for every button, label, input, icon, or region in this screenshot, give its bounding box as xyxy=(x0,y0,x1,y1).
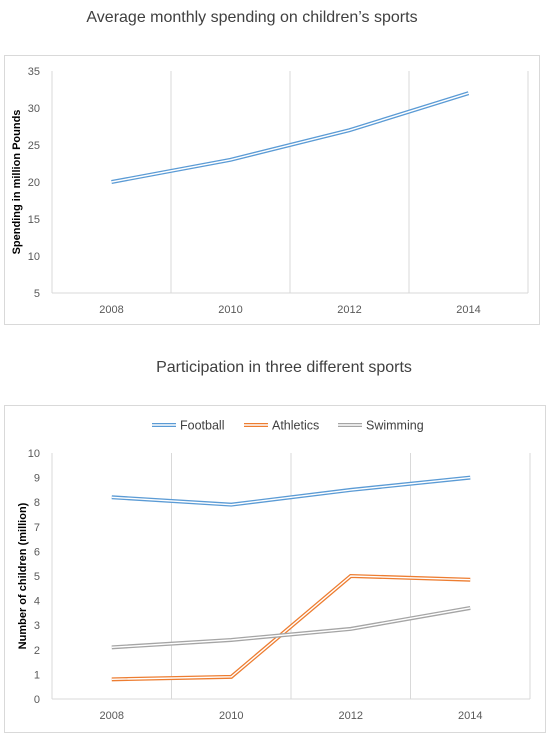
spending-y-tick-label: 15 xyxy=(28,214,40,226)
spending-chart-title: Average monthly spending on children’s s… xyxy=(86,9,418,26)
spending-x-tick-label: 2012 xyxy=(337,304,361,316)
participation-y-tick-label: 2 xyxy=(34,645,40,657)
spending-series-line-core xyxy=(111,92,469,183)
spending-y-tick-label: 35 xyxy=(28,66,40,78)
participation-y-tick-label: 9 xyxy=(34,473,40,485)
spending-x-tick-label: 2008 xyxy=(99,304,123,316)
participation-y-tick-label: 8 xyxy=(34,497,40,509)
spending-y-tick-label: 10 xyxy=(28,251,40,263)
legend-label-swimming: Swimming xyxy=(366,419,424,433)
participation-chart-title: Participation in three different sports xyxy=(156,359,412,376)
participation-y-tick-label: 0 xyxy=(34,694,40,706)
participation-series-swimming-core xyxy=(111,607,471,649)
participation-y-tick-label: 10 xyxy=(28,448,40,460)
participation-y-tick-label: 6 xyxy=(34,546,40,558)
spending-x-tick-label: 2010 xyxy=(218,304,242,316)
participation-y-tick-label: 3 xyxy=(34,620,40,632)
participation-x-tick-label: 2014 xyxy=(458,710,482,722)
participation-x-tick-label: 2008 xyxy=(100,710,124,722)
participation-y-tick-label: 5 xyxy=(34,571,40,583)
spending-line-chart: 5 10 15 20 25 30 35 2008 2010 2012 2014 Spending in… xyxy=(11,66,529,316)
spending-y-tick-label: 5 xyxy=(34,288,40,300)
participation-series-athletics-core xyxy=(111,575,471,681)
spending-y-tick-label: 25 xyxy=(28,140,40,152)
legend-label-football: Football xyxy=(180,419,224,433)
participation-y-axis-title: Number of children (million) xyxy=(17,502,29,649)
participation-series-football-core xyxy=(111,476,471,506)
legend-label-athletics: Athletics xyxy=(272,419,319,433)
participation-chart-area xyxy=(4,405,546,733)
spending-x-tick-label: 2014 xyxy=(456,304,480,316)
participation-y-tick-label: 1 xyxy=(34,669,40,681)
spending-y-tick-label: 30 xyxy=(28,103,40,115)
spending-y-axis-title: Spending in million Pounds xyxy=(11,110,23,255)
participation-y-tick-label: 7 xyxy=(34,522,40,534)
spending-y-tick-label: 20 xyxy=(28,177,40,189)
participation-x-tick-label: 2010 xyxy=(219,710,243,722)
participation-x-tick-label: 2012 xyxy=(339,710,363,722)
participation-y-tick-label: 4 xyxy=(34,596,40,608)
